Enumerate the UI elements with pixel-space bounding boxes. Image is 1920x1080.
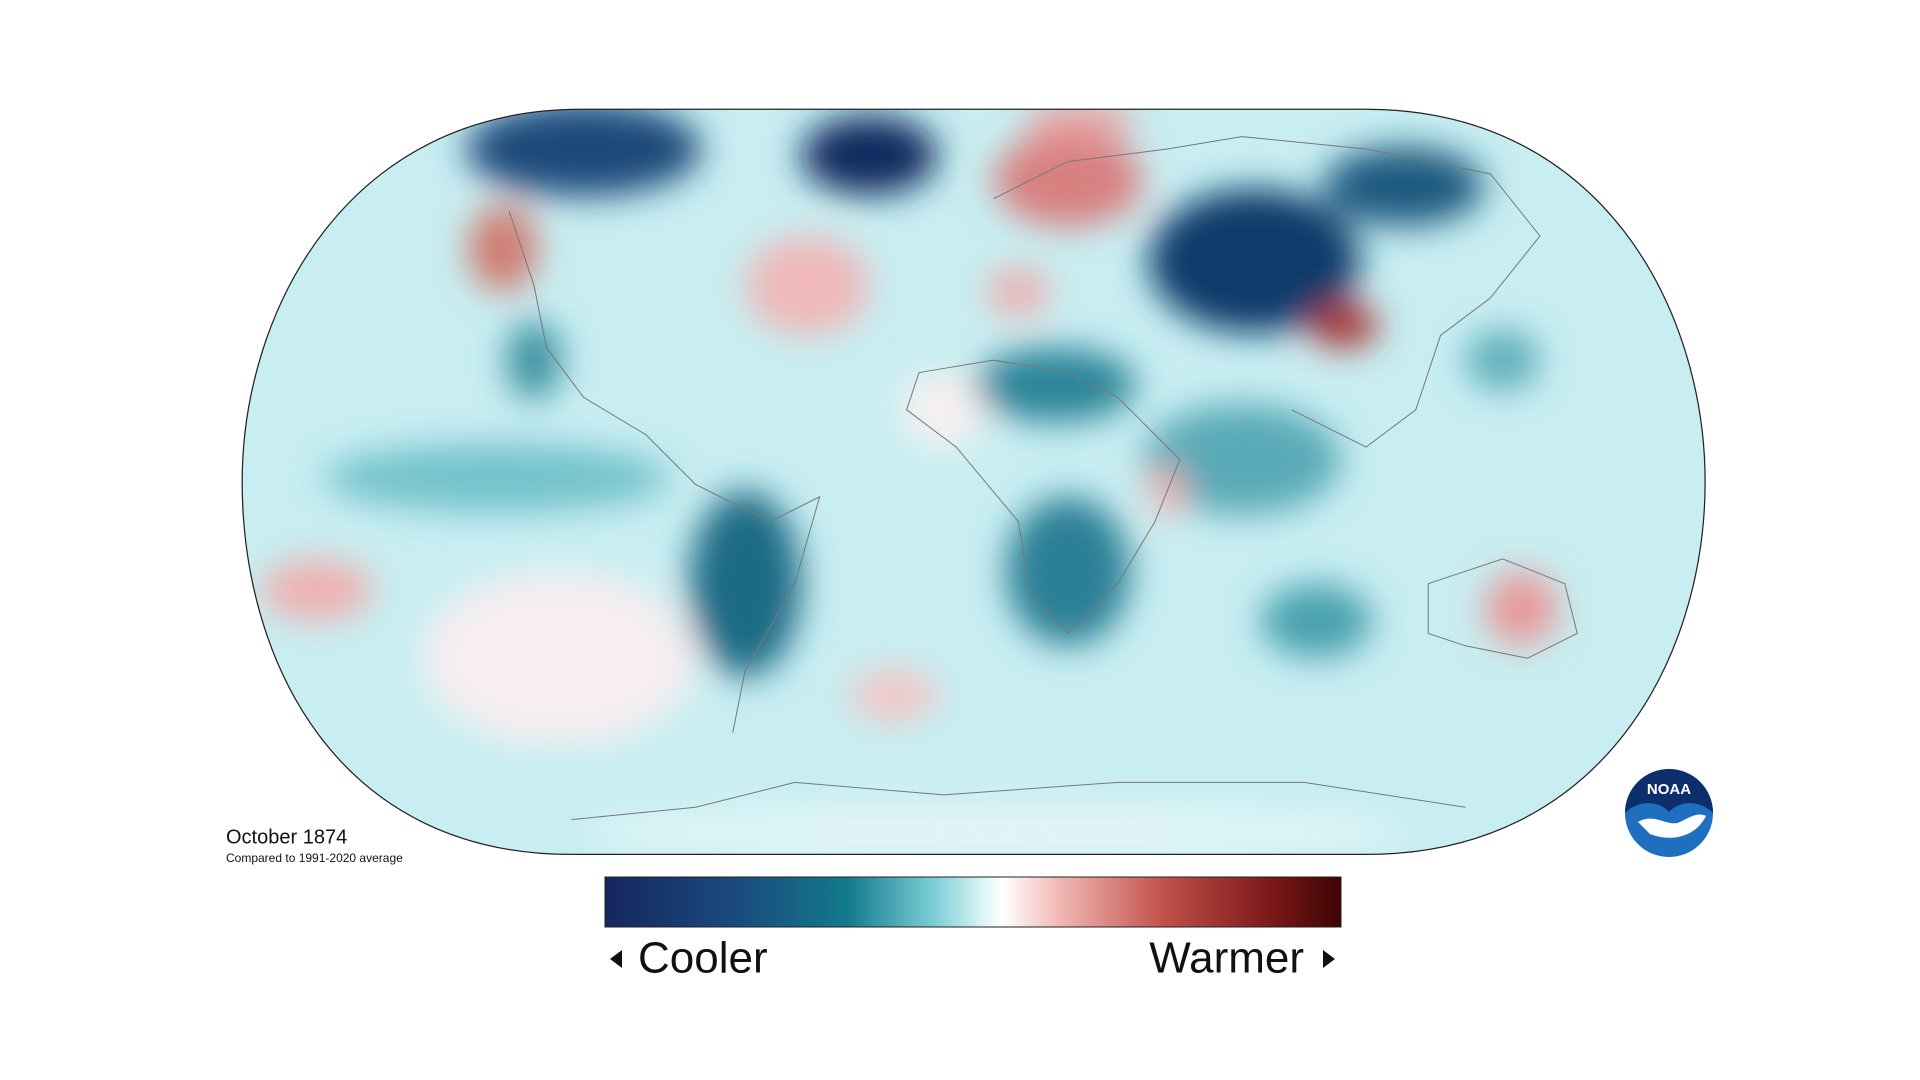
map-title: October 1874 <box>226 826 347 848</box>
logo-text: NOAA <box>1647 781 1691 798</box>
warmer-arrow <box>1323 950 1335 968</box>
anomaly-patches <box>260 109 1559 855</box>
legend-low-label: Cooler <box>638 934 768 983</box>
map <box>241 108 1706 856</box>
color-bar <box>604 876 1342 928</box>
coastlines <box>508 136 1578 821</box>
anomaly-field <box>242 109 1706 855</box>
map-subtitle: Compared to 1991-2020 average <box>226 851 403 865</box>
legend-high-label: Warmer <box>1149 934 1304 983</box>
map-outline <box>241 108 1706 856</box>
noaa-logo: NOAA <box>1625 769 1713 857</box>
cooler-arrow <box>610 950 622 968</box>
